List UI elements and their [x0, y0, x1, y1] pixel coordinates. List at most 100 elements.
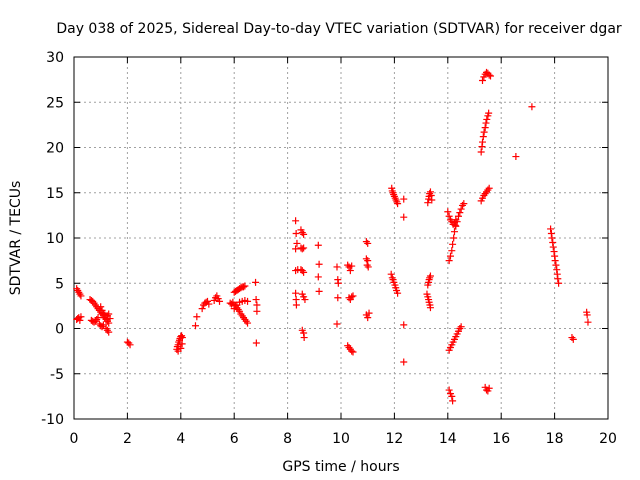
data-point-plus-marker [314, 273, 322, 281]
data-point-plus-marker [293, 239, 301, 247]
data-point-plus-marker [388, 274, 396, 282]
data-point-plus-marker [365, 309, 373, 317]
data-point-plus-marker [252, 339, 260, 347]
data-point-plus-marker [445, 212, 453, 220]
x-tick-label: 10 [332, 431, 350, 447]
data-point-plus-marker [453, 218, 461, 226]
data-point-plus-marker [454, 212, 462, 220]
data-point-plus-marker [106, 315, 114, 323]
data-point-plus-marker [253, 301, 261, 309]
data-point-plus-marker [105, 319, 113, 327]
data-point-plus-marker [349, 348, 357, 356]
data-point-plus-marker [460, 200, 468, 208]
data-point-plus-marker [346, 267, 354, 275]
data-point-plus-marker [549, 243, 557, 251]
data-point-plus-marker [452, 222, 460, 230]
data-point-plus-marker [77, 313, 85, 321]
data-point-plus-marker [300, 268, 308, 276]
y-axis-label: SDTVAR / TECUs [8, 181, 24, 296]
y-tick-label: 15 [46, 186, 64, 202]
y-tick-label: 20 [46, 141, 64, 157]
data-point-plus-marker [445, 386, 453, 394]
data-point-plus-marker [547, 225, 555, 233]
x-tick-label: 6 [230, 431, 239, 447]
data-point-plus-marker [400, 321, 408, 329]
x-tick-label: 20 [599, 431, 617, 447]
data-point-plus-marker [362, 255, 370, 263]
data-point-plus-marker [400, 195, 408, 203]
x-tick-label: 4 [176, 431, 185, 447]
data-point-plus-marker [477, 148, 485, 156]
data-point-plus-marker [457, 205, 465, 213]
data-point-plus-marker [292, 245, 300, 253]
x-tick-label: 0 [70, 431, 79, 447]
data-point-plus-marker [315, 260, 323, 268]
data-point-plus-marker [394, 289, 402, 297]
data-point-plus-marker [198, 305, 206, 313]
data-point-plus-marker [482, 119, 490, 127]
data-point-plus-marker [400, 358, 408, 366]
data-point-plus-marker [364, 263, 372, 271]
data-point-plus-marker [363, 261, 371, 269]
data-point-plus-marker [450, 228, 458, 236]
data-point-plus-marker [253, 307, 261, 315]
data-point-plus-marker [483, 115, 491, 123]
data-point-plus-marker [551, 257, 559, 265]
data-point-plus-marker [446, 252, 454, 260]
data-point-plus-marker [348, 347, 356, 355]
x-tick-label: 8 [283, 431, 292, 447]
data-point-plus-marker [479, 133, 487, 141]
data-point-plus-marker [348, 293, 356, 301]
data-point-plus-marker [568, 334, 576, 342]
y-tick-label: -10 [41, 412, 64, 428]
y-tick-label: -5 [50, 367, 64, 383]
data-point-plus-marker [456, 209, 464, 217]
data-point-plus-marker [292, 229, 300, 237]
data-point-plus-marker [252, 278, 260, 286]
data-point-plus-marker [125, 339, 133, 347]
data-point-plus-marker [480, 128, 488, 136]
data-point-plus-marker [292, 301, 300, 309]
data-point-plus-marker [528, 103, 536, 111]
data-point-plus-marker [177, 344, 185, 352]
data-point-plus-marker [554, 275, 562, 283]
data-point-plus-marker [314, 241, 322, 249]
data-point-plus-marker [99, 321, 107, 329]
data-point-plus-marker [333, 320, 341, 328]
data-point-plus-marker [97, 303, 105, 311]
data-point-plus-marker [76, 316, 84, 324]
data-point-plus-marker [105, 328, 113, 336]
data-point-plus-marker [449, 240, 457, 248]
x-tick-label: 2 [123, 431, 132, 447]
data-point-plus-marker [426, 274, 434, 282]
data-point-plus-marker [334, 294, 342, 302]
data-point-plus-marker [485, 184, 493, 192]
data-point-plus-marker [193, 313, 201, 321]
y-tick-label: 10 [46, 231, 64, 247]
data-point-plus-marker [552, 261, 560, 269]
data-point-plus-marker [479, 138, 487, 146]
data-point-plus-marker [298, 245, 306, 253]
data-point-plus-marker [241, 282, 249, 290]
y-tick-label: 25 [46, 95, 64, 111]
x-axis-label: GPS time / hours [282, 459, 399, 475]
data-point-plus-marker [334, 279, 342, 287]
data-point-plus-marker [230, 305, 238, 313]
data-point-plus-marker [449, 397, 457, 405]
data-point-plus-marker [387, 270, 395, 278]
data-point-plus-marker [512, 153, 520, 161]
data-points [73, 68, 592, 405]
data-point-plus-marker [191, 322, 199, 330]
x-tick-label: 18 [546, 431, 564, 447]
y-tick-label: 30 [46, 50, 64, 66]
data-point-plus-marker [400, 213, 408, 221]
data-point-plus-marker [126, 341, 134, 349]
data-point-plus-marker [555, 279, 563, 287]
data-point-plus-marker [448, 247, 456, 255]
data-point-plus-marker [178, 340, 186, 348]
x-tick-label: 14 [439, 431, 457, 447]
data-point-plus-marker [457, 323, 465, 331]
data-point-plus-marker [105, 310, 113, 318]
data-point-plus-marker [252, 296, 260, 304]
